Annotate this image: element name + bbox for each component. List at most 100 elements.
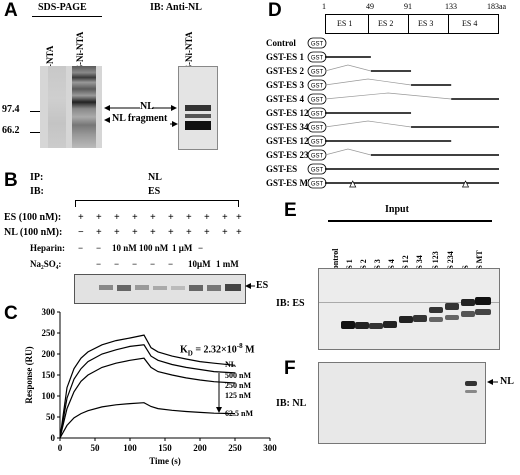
- coip-band: [117, 285, 131, 291]
- legend-title: NL: [225, 360, 237, 369]
- panel-e-letter: E: [284, 200, 297, 221]
- series-line: [59, 357, 236, 439]
- scale-tick-label: 49: [366, 2, 374, 11]
- deletion-link: [324, 64, 371, 72]
- scale-tick-label: 133: [445, 2, 457, 11]
- construct-label: Control: [266, 38, 296, 48]
- legend-entry: 125 nM: [225, 391, 251, 400]
- na2so4-value: 1 mM: [216, 259, 239, 269]
- ib-band-mid: [185, 114, 211, 118]
- es-row-value: +: [96, 212, 102, 223]
- domain-label: ES 1: [337, 19, 353, 28]
- gel-lane-2: [72, 66, 96, 148]
- legend-entry: 62.5 nM: [225, 409, 253, 418]
- gst-tag-label: GST: [311, 168, 324, 174]
- x-tick-label: 300: [263, 443, 277, 453]
- marker-97-4-tick: [30, 111, 40, 112]
- heparin-value: −: [96, 243, 102, 253]
- heparin-value: −: [198, 243, 204, 253]
- construct-label: GST-ES 234: [266, 150, 313, 160]
- mutation-marker: [349, 180, 357, 188]
- ib-anti-nl-blot: [178, 66, 218, 150]
- panel-b-letter: B: [4, 170, 18, 191]
- e-band: [445, 315, 459, 320]
- nl-row-value: +: [168, 227, 174, 238]
- b-ip-label: IP:: [30, 172, 44, 183]
- e-ib-label: IB: ES: [276, 298, 305, 309]
- coip-band: [99, 285, 113, 290]
- deletion-link: [324, 92, 452, 100]
- nl-fragment-label: NL fragment: [112, 113, 168, 124]
- y-tick-label: 300: [42, 307, 56, 317]
- legend-entry: 250 nM: [225, 381, 251, 390]
- e-band: [475, 297, 491, 305]
- coip-band: [135, 285, 149, 290]
- es-row-value: +: [204, 212, 210, 223]
- deletion-link: [324, 120, 412, 128]
- domain-label: ES 3: [418, 19, 434, 28]
- marker-66-2-tick: [30, 132, 40, 133]
- gst-tag-label: GST: [311, 84, 324, 90]
- es-row-value: +: [236, 212, 242, 223]
- es-row-value: +: [132, 212, 138, 223]
- na2so4-value: −: [150, 259, 156, 269]
- na2so4-value: −: [132, 259, 138, 269]
- f-band-faint: [465, 390, 477, 393]
- heparin-value: −: [78, 243, 84, 253]
- na2so4-label: Na₂SO₄:: [30, 259, 62, 269]
- x-tick-label: 0: [58, 443, 63, 453]
- coip-band: [189, 285, 203, 291]
- x-tick-label: 200: [193, 443, 207, 453]
- b-ib-label: IB:: [30, 186, 44, 197]
- na2so4-value: −: [114, 259, 120, 269]
- marker-66-2: 66.2: [2, 125, 20, 136]
- heparin-label: Heparin:: [30, 243, 65, 253]
- f-ib-label: IB: NL: [276, 398, 307, 409]
- e-input-bar: [328, 220, 492, 222]
- e-input-label: Input: [385, 204, 409, 215]
- f-band: [465, 381, 477, 386]
- es-row-value: +: [150, 212, 156, 223]
- kd-unit: M: [242, 344, 255, 356]
- x-tick-label: 50: [91, 443, 101, 453]
- coip-band: [207, 285, 221, 291]
- na2so4-value: −: [168, 259, 174, 269]
- e-band: [413, 315, 427, 322]
- scale-tick-label: 183aa: [487, 2, 507, 11]
- gst-tag: [307, 37, 327, 49]
- e-band: [399, 316, 413, 323]
- construct-label: GST-ES 12: [266, 108, 309, 118]
- construct-label: GST-ES: [266, 164, 298, 174]
- y-axis-label: Response (RU): [24, 346, 34, 403]
- gst-tag-label: GST: [311, 70, 324, 76]
- es-row-value: +: [186, 212, 192, 223]
- domain-label: ES 4: [462, 19, 478, 28]
- domain-label: ES 2: [378, 19, 394, 28]
- kd-k: K: [180, 344, 188, 356]
- ib-band-nl: [185, 105, 211, 111]
- mutation-marker: [461, 180, 470, 188]
- e-band: [383, 321, 397, 328]
- e-band: [461, 311, 475, 317]
- b-header-bracket: [75, 200, 239, 207]
- f-nl-label: NL: [500, 376, 514, 387]
- e-band: [355, 322, 369, 329]
- e-band: [475, 309, 491, 315]
- gst-tag-label: GST: [311, 112, 324, 118]
- gst-tag-label: GST: [311, 98, 324, 104]
- construct-label: GST-ES 1: [266, 52, 304, 62]
- es-row-label: ES (100 nM):: [4, 212, 62, 223]
- panel-a-letter: A: [4, 0, 18, 21]
- sds-page-title: SDS-PAGE: [38, 2, 87, 13]
- b-ib-value: ES: [148, 186, 161, 197]
- nl-row-value: +: [222, 227, 228, 238]
- construct-label: GST-ES 2: [266, 66, 304, 76]
- e-band: [445, 303, 459, 310]
- heparin-value: 1 μM: [172, 243, 193, 253]
- sds-title-underline: [32, 16, 102, 17]
- panel-f-letter: F: [284, 358, 296, 379]
- domain-box-es2: [369, 14, 409, 34]
